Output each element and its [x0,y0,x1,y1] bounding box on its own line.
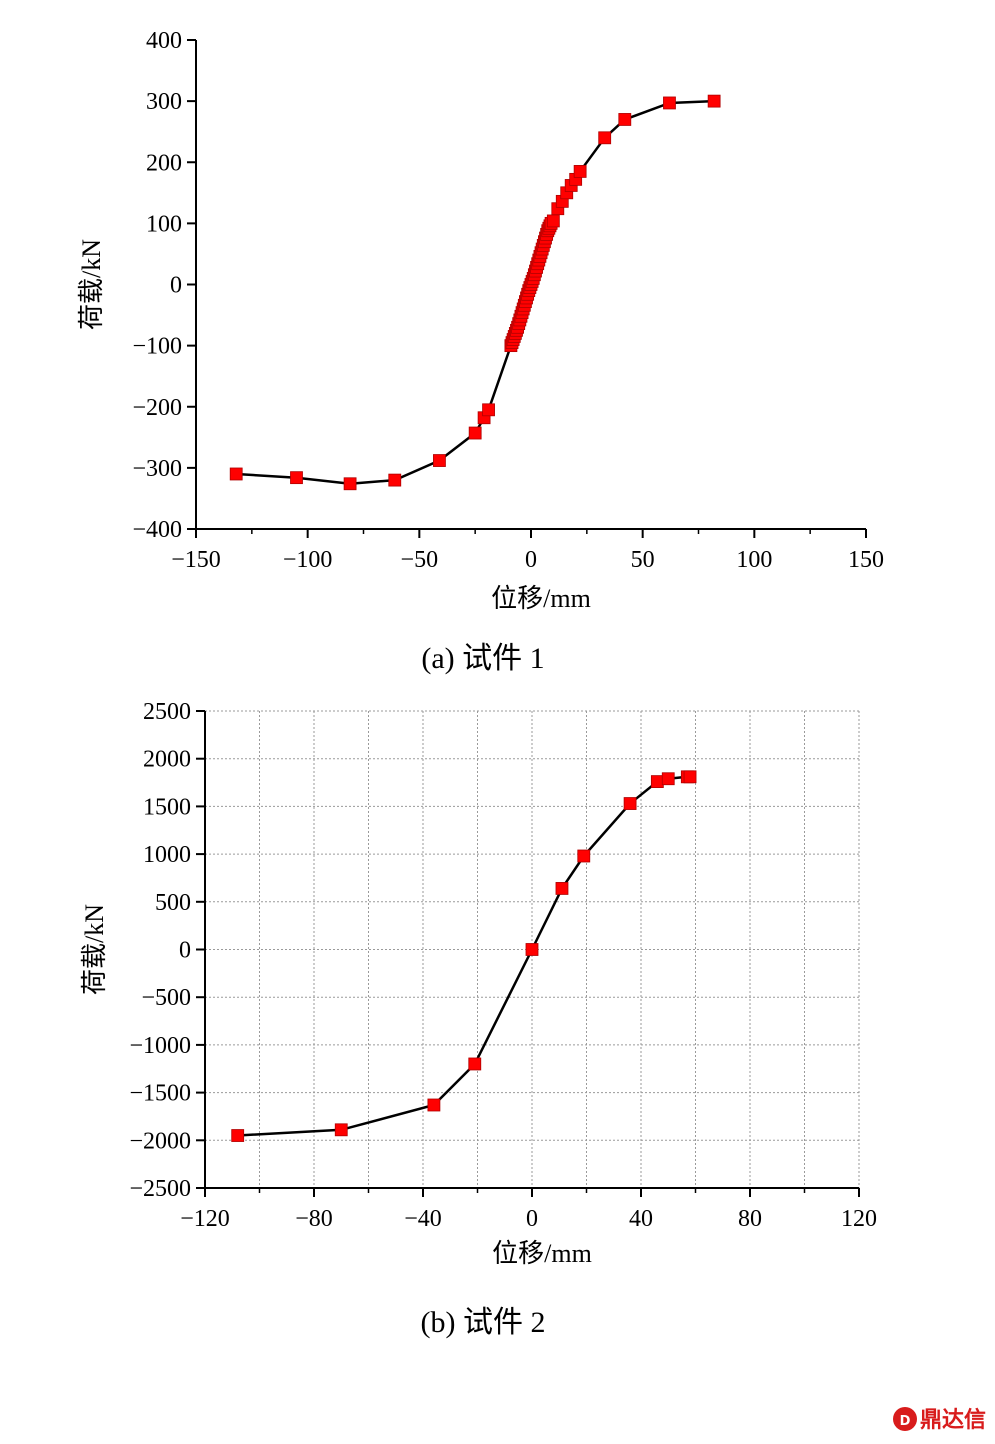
chart-2: −120 −80 −40 0 40 80 120 −2500 −2000 −1500 −1000 −5… [80,699,877,1339]
y-tick-label: 2000 [143,747,191,773]
y-tick-label: 1000 [143,842,191,868]
x-tick-label: −40 [404,1206,442,1232]
grid [205,710,860,1188]
y-tick-label: −2500 [129,1176,191,1202]
y-tick-label: −400 [132,517,182,543]
data-point-marker [290,471,303,485]
x-tick-label: 0 [525,547,537,573]
chart-1: −150 −100 −50 0 50 100 150 −400 −300 −200 −100 0 100… [77,28,884,675]
x-axis-label: 位移/mm [492,1239,592,1268]
x-tick-label: 150 [848,547,884,573]
y-tick-label: −300 [132,456,182,482]
data-point-marker [525,943,539,956]
x-tick-label: −120 [180,1206,230,1232]
y-tick-label: 100 [146,211,182,237]
y-tick-label: −200 [132,395,182,421]
y-tick-label: 0 [179,938,191,964]
data-point-marker [231,1129,245,1142]
data-point-marker [433,454,446,467]
data-point-marker [555,882,569,895]
y-axis-label: 荷载/kN [77,239,106,330]
data-point-marker [388,473,402,487]
y-axis-label: 荷载/kN [80,904,109,995]
y-tick-label: 400 [146,28,182,54]
data-point-marker [663,96,676,110]
watermark-icon-glyph: D [900,1414,911,1429]
y-tick-label: 200 [146,150,182,176]
data-point-marker [546,214,560,228]
data-point-marker [683,770,697,784]
x-tick-label: −80 [295,1206,333,1232]
x-tick-label: 0 [526,1206,538,1232]
data-point-marker [573,165,587,178]
y-tick-label: 0 [170,273,182,299]
watermark-icon [893,1407,917,1431]
x-axis-label: 位移/mm [491,584,591,613]
data-point-marker [707,94,721,108]
y-tick-label: −2000 [129,1128,191,1154]
series-line [236,99,715,486]
y-tick-label: −1500 [129,1081,191,1107]
x-tick-label: −100 [283,547,333,573]
x-tick-label: 120 [841,1206,877,1232]
y-tick-label: 300 [146,89,182,115]
x-tick-label: 100 [736,547,772,573]
data-point-marker [623,797,637,810]
data-point-marker [577,849,591,863]
y-tick-label: −100 [132,334,182,360]
data-point-marker [343,477,357,491]
data-point-marker [334,1123,348,1137]
data-point-marker [650,775,664,788]
y-tick-label: 2500 [143,699,191,725]
x-tick-label: 40 [629,1206,653,1232]
series-line [237,775,690,1137]
data-point-marker [482,403,495,417]
watermark-logo: D 鼎达信 [893,1407,986,1433]
x-tick-label: 80 [738,1206,762,1232]
data-point-marker [618,113,632,126]
x-tick-label: 50 [631,547,655,573]
x-tick-label: −50 [401,547,439,573]
data-point-marker [598,131,612,145]
y-tick-label: −1000 [129,1033,191,1059]
y-tick-label: 1500 [143,794,191,820]
x-tick-label: −150 [171,547,221,573]
figure-caption: (b) 试件 2 [421,1306,546,1339]
data-point-marker [427,1098,441,1112]
y-tick-label: −500 [141,985,191,1011]
figure-caption: (a) 试件 1 [421,642,544,675]
data-point-marker [661,772,675,786]
y-tick-label: 500 [155,890,191,916]
data-point-marker [468,426,482,440]
data-point-marker [468,1057,482,1071]
data-point-marker [229,467,243,481]
watermark-text: 鼎达信 [920,1407,986,1433]
